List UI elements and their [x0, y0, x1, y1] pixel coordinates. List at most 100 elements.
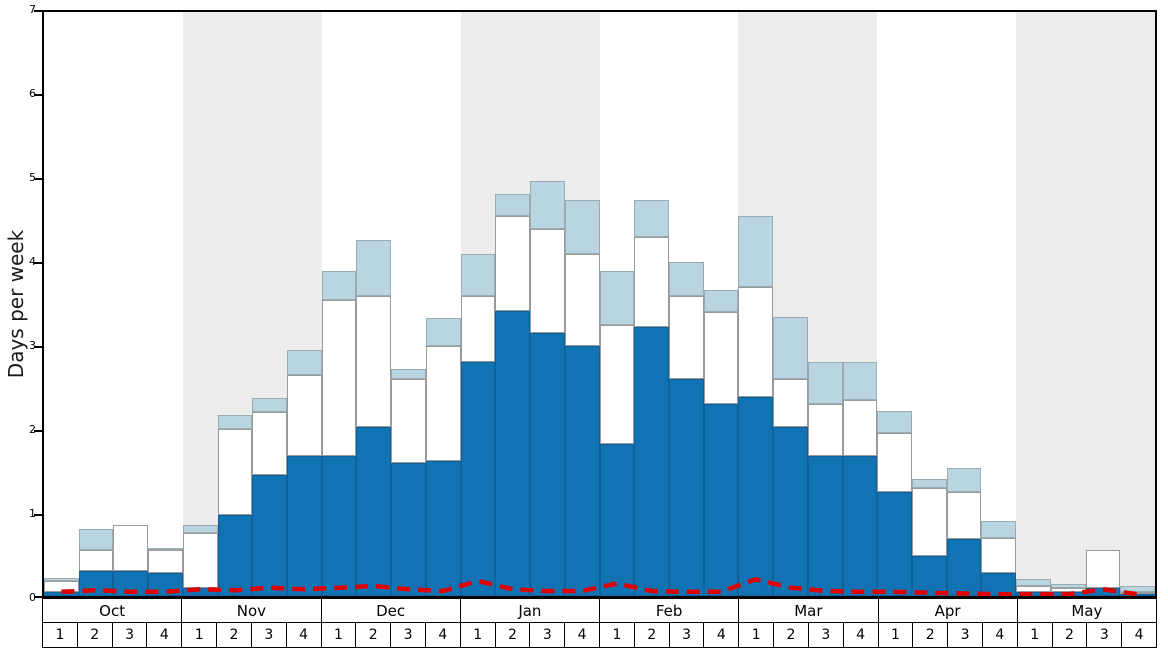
bar-segment-white-days: [946, 491, 982, 540]
bar-segment-dark-blue-days: [321, 455, 357, 596]
week-number-label: 4: [1122, 623, 1156, 647]
bar-segment-white-days: [1016, 586, 1051, 592]
bar-segment-dark-blue-days: [564, 345, 600, 596]
bar-segment-light-blue-days: [1120, 586, 1155, 592]
bar-segment-light-blue-days: [773, 316, 808, 380]
week-number-label: 1: [878, 623, 913, 647]
bar-segment-white-days: [877, 433, 912, 492]
week-number-label: 2: [774, 623, 808, 647]
y-tick-mark: [34, 346, 42, 348]
bar-segment-light-blue-days: [981, 520, 1017, 538]
bar-segment-light-blue-days: [1050, 583, 1086, 588]
y-tick-mark: [34, 514, 42, 516]
bar-segment-light-blue-days: [148, 548, 183, 551]
y-tick-mark: [34, 596, 42, 598]
bar-segment-light-blue-days: [495, 193, 531, 217]
bar-segment-dark-blue-days: [217, 515, 253, 596]
bar-segment-dark-blue-days: [807, 455, 843, 596]
week-number-label: 2: [495, 623, 530, 647]
bar-segment-light-blue-days: [217, 414, 253, 430]
bar-segment-white-days: [425, 345, 461, 461]
bar-segment-white-days: [738, 287, 774, 398]
month-band: [1016, 12, 1155, 596]
bar-segment-white-days: [252, 412, 288, 476]
week-number-label: 2: [77, 623, 112, 647]
bar-segment-white-days: [78, 550, 114, 571]
bar-segment-white-days: [1050, 587, 1086, 592]
bar-segment-white-days: [113, 525, 149, 571]
bar-segment-dark-blue-days: [842, 455, 878, 596]
y-tick-label: 5: [29, 171, 36, 184]
bar-segment-light-blue-days: [668, 262, 704, 296]
bar-segment-white-days: [148, 550, 183, 573]
week-number-label: 2: [217, 623, 251, 647]
y-tick-label: 1: [29, 507, 36, 520]
month-band: [44, 12, 183, 596]
bar-segment-light-blue-days: [703, 289, 739, 313]
week-number-label: 1: [600, 623, 634, 647]
week-number-label: 3: [112, 623, 147, 647]
bar-segment-white-days: [1085, 550, 1121, 588]
bar-segment-white-days: [773, 379, 808, 428]
bar-segment-dark-blue-days: [530, 333, 565, 596]
week-number-label: 2: [913, 623, 948, 647]
bar-segment-dark-blue-days: [634, 327, 669, 596]
month-label: May: [1017, 599, 1156, 622]
bar-segment-white-days: [634, 237, 669, 328]
y-tick-label: 4: [29, 255, 36, 268]
bar-segment-white-days: [703, 312, 739, 405]
week-number-label: 1: [321, 623, 356, 647]
bar-segment-light-blue-days: [530, 181, 565, 229]
bar-segment-white-days: [356, 295, 392, 428]
bar-segment-light-blue-days: [599, 270, 635, 325]
bar-segment-dark-blue-days: [877, 491, 912, 596]
bar-segment-dark-blue-days: [113, 570, 149, 596]
week-number-label: 3: [530, 623, 565, 647]
bar-segment-light-blue-days: [287, 349, 322, 375]
bar-segment-light-blue-days: [182, 525, 218, 534]
month-label: Jan: [460, 599, 599, 622]
bar-segment-white-days: [391, 379, 426, 463]
bar-segment-dark-blue-days: [44, 591, 79, 596]
month-label: Mar: [739, 599, 878, 622]
week-number-label: 1: [1017, 623, 1052, 647]
bar-segment-light-blue-days: [44, 577, 79, 581]
month-label: Apr: [878, 599, 1017, 622]
bar-segment-white-days: [599, 324, 635, 445]
bar-segment-dark-blue-days: [287, 455, 322, 596]
y-tick-label: 0: [29, 591, 36, 604]
week-number-label: 1: [739, 623, 774, 647]
bar-segment-light-blue-days: [564, 199, 600, 254]
bar-segment-white-days: [911, 487, 947, 556]
bar-segment-white-days: [182, 533, 218, 588]
bar-segment-light-blue-days: [946, 468, 982, 492]
week-number-label: 4: [704, 623, 739, 647]
bar-segment-white-days: [530, 228, 565, 334]
bar-segment-white-days: [564, 253, 600, 346]
week-number-label: 3: [948, 623, 982, 647]
bar-segment-white-days: [668, 295, 704, 380]
week-number-label: 4: [565, 623, 599, 647]
bar-segment-light-blue-days: [78, 529, 114, 551]
bar-segment-dark-blue-days: [1050, 591, 1086, 596]
bar-segment-light-blue-days: [356, 239, 392, 296]
bar-segment-white-days: [1120, 591, 1155, 595]
week-number-label: 3: [669, 623, 704, 647]
bar-segment-white-days: [842, 399, 878, 456]
plot-area: [42, 10, 1157, 598]
bar-segment-dark-blue-days: [911, 555, 947, 596]
bar-segment-dark-blue-days: [252, 475, 288, 596]
bar-segment-dark-blue-days: [425, 460, 461, 596]
y-tick-mark: [34, 262, 42, 264]
week-number-label: 4: [286, 623, 321, 647]
bar-segment-dark-blue-days: [182, 587, 218, 596]
week-number-label: 3: [1087, 623, 1122, 647]
y-tick-label: 3: [29, 339, 36, 352]
bar-segment-dark-blue-days: [738, 397, 774, 596]
bar-segment-white-days: [460, 295, 496, 363]
week-number-label: 2: [634, 623, 669, 647]
bar-segment-light-blue-days: [807, 362, 843, 405]
bar-segment-light-blue-days: [1016, 579, 1051, 586]
bar-segment-dark-blue-days: [78, 570, 114, 596]
